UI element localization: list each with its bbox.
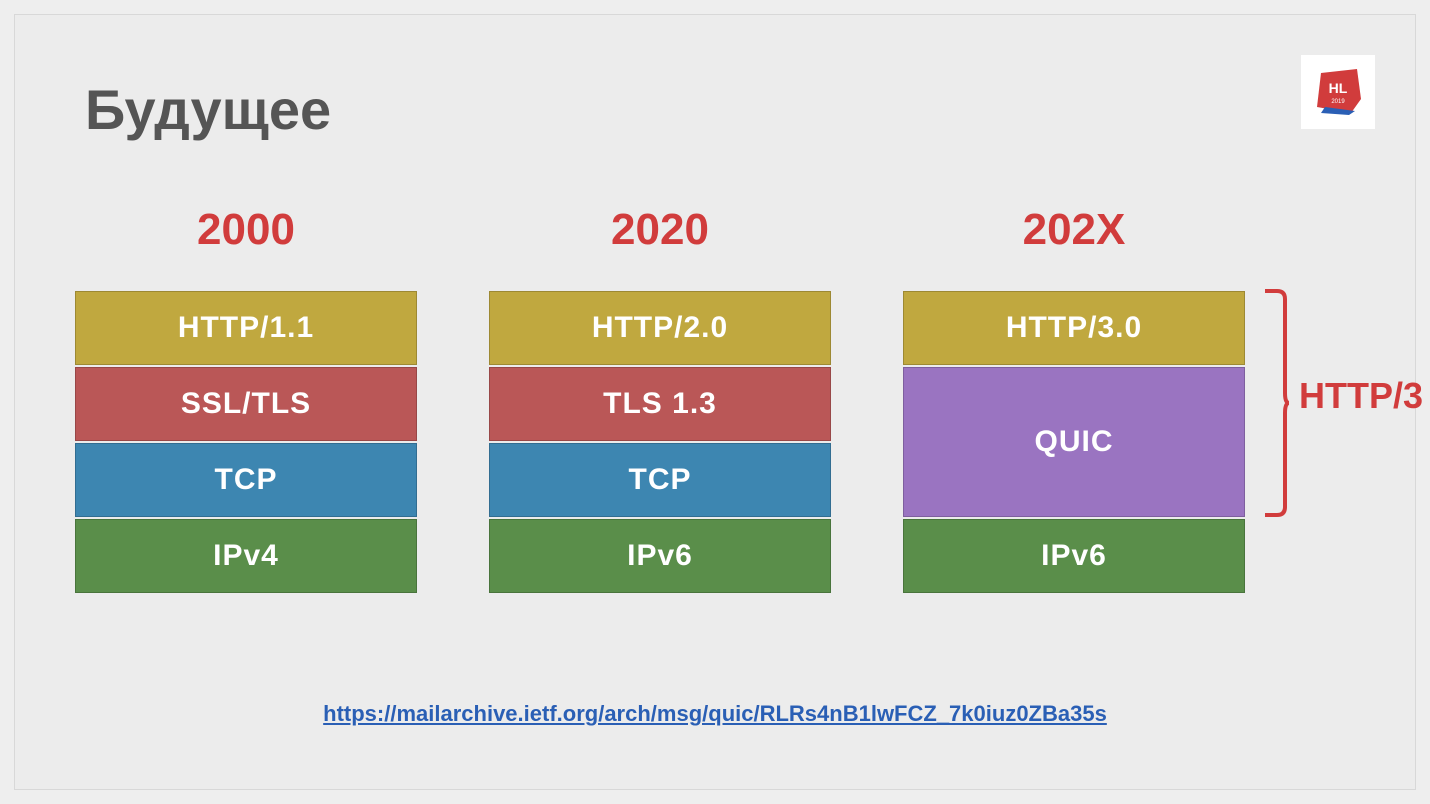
protocol-stack-diagram: 2000HTTP/1.1SSL/TLSTCPIPv42020HTTP/2.0TL…	[75, 205, 1375, 593]
layer-http-2-0: HTTP/2.0	[489, 291, 831, 365]
reference-link[interactable]: https://mailarchive.ietf.org/arch/msg/qu…	[323, 701, 1107, 726]
year-label: 2020	[489, 205, 831, 255]
logo-badge: HL 2019	[1301, 55, 1375, 129]
layer-ipv6: IPv6	[903, 519, 1245, 593]
protocol-stack: HTTP/1.1SSL/TLSTCPIPv4	[75, 291, 417, 593]
layer-tcp: TCP	[489, 443, 831, 517]
svg-text:2019: 2019	[1331, 99, 1345, 105]
layer-tls-1-3: TLS 1.3	[489, 367, 831, 441]
bracket-label: HTTP/3	[1299, 375, 1423, 417]
layer-quic: QUIC	[903, 367, 1245, 517]
protocol-stack: HTTP/3.0QUICIPv6	[903, 291, 1245, 593]
stack-column-2: 202X HTTP/3.0QUICIPv6	[903, 205, 1245, 593]
hl-logo-icon: HL 2019	[1313, 67, 1363, 117]
year-label: 2000	[75, 205, 417, 255]
layer-ipv6: IPv6	[489, 519, 831, 593]
stack-column-1: 2020 HTTP/2.0TLS 1.3TCPIPv6	[489, 205, 831, 593]
year-label: 202X	[903, 205, 1245, 255]
page-title: Будущее	[85, 77, 331, 142]
stack-column-0: 2000 HTTP/1.1SSL/TLSTCPIPv4	[75, 205, 417, 593]
layer-ipv4: IPv4	[75, 519, 417, 593]
svg-text:HL: HL	[1329, 80, 1348, 96]
layer-http-1-1: HTTP/1.1	[75, 291, 417, 365]
slide: Будущее HL 2019 2000HTTP/1.1SSL/TLSTCPIP…	[14, 14, 1416, 790]
protocol-stack: HTTP/2.0TLS 1.3TCPIPv6	[489, 291, 831, 593]
http3-bracket	[1263, 289, 1289, 517]
layer-tcp: TCP	[75, 443, 417, 517]
reference-link-container: https://mailarchive.ietf.org/arch/msg/qu…	[15, 701, 1415, 727]
layer-ssl-tls: SSL/TLS	[75, 367, 417, 441]
layer-http-3-0: HTTP/3.0	[903, 291, 1245, 365]
